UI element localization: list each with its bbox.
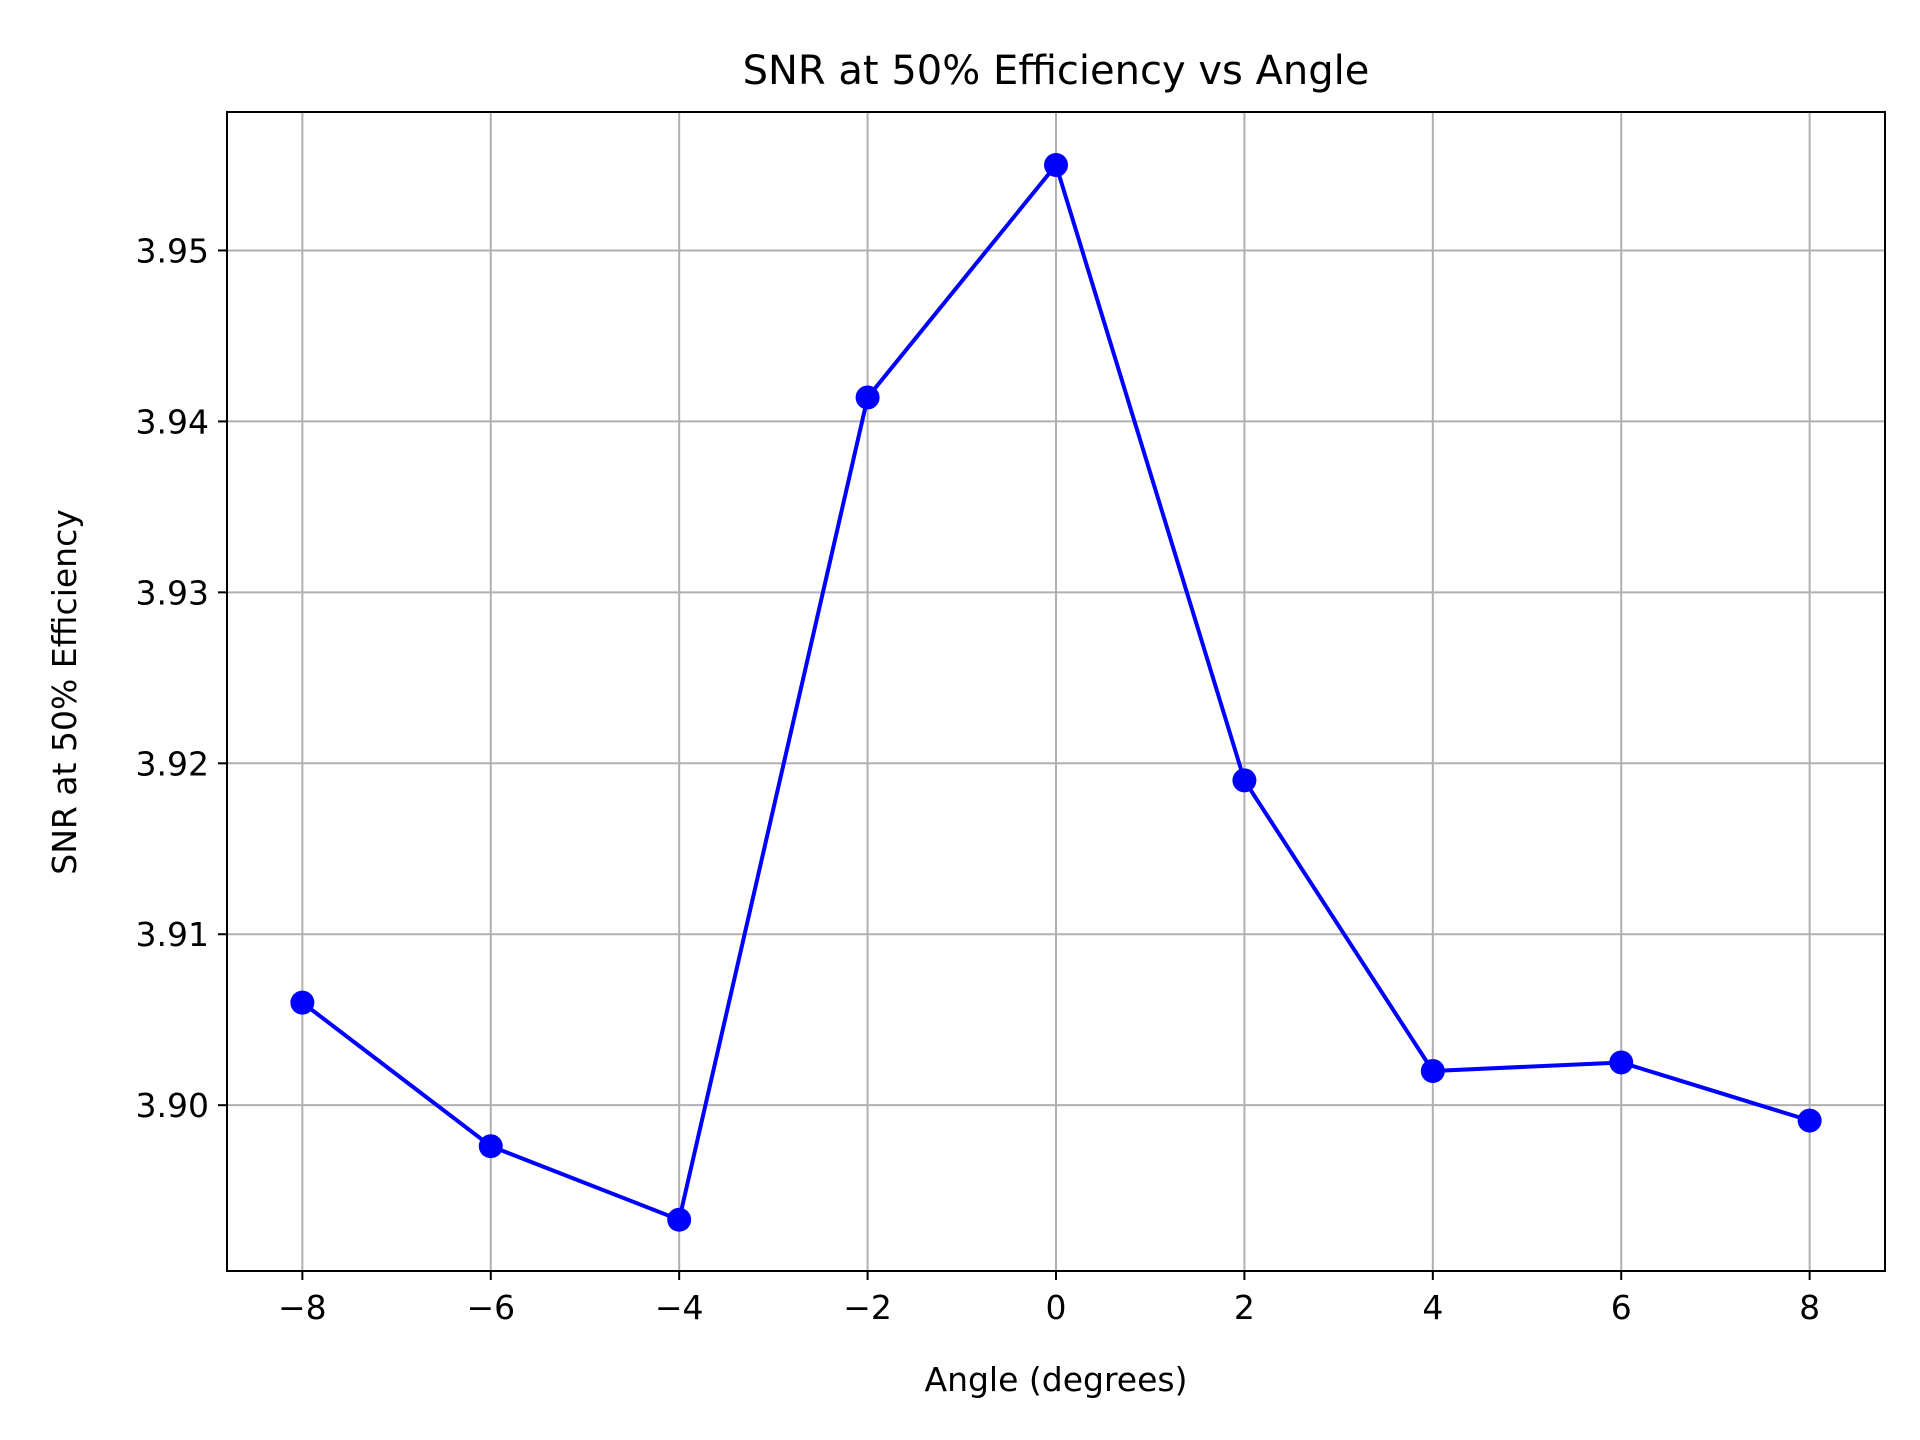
x-tick-label: 6 [1611,1288,1632,1327]
data-point [667,1207,692,1232]
x-tick-label: −2 [843,1288,892,1327]
tick-layer: −8 −6 −4 −2 0 2 4 6 8 3.90 3.91 3.92 3.93 3.94 3.95 [136,231,1821,1327]
data-point [290,990,315,1015]
y-tick-label: 3.93 [136,573,209,612]
y-axis-label: SNR at 50% Efficiency [45,509,84,875]
chart-title: SNR at 50% Efficiency vs Angle [743,48,1370,94]
x-tick-label: 4 [1422,1288,1443,1327]
data-point [1044,152,1068,177]
y-tick-label: 3.92 [136,744,209,783]
y-tick-label: 3.94 [136,402,209,441]
data-point [1232,768,1257,793]
x-tick-label: 0 [1046,1288,1067,1327]
grid-lines [227,112,1885,1271]
data-point [855,385,880,410]
x-axis-label: Angle (degrees) [925,1360,1188,1399]
data-point [1609,1050,1634,1075]
x-tick-label: −4 [655,1288,704,1327]
y-tick-label: 3.95 [136,231,209,270]
x-tick-label: −8 [278,1288,327,1327]
data-point [1797,1108,1822,1133]
x-tick-label: −6 [466,1288,515,1327]
x-tick-label: 2 [1234,1288,1255,1327]
series-layer [290,152,1822,1232]
y-tick-label: 3.90 [136,1086,209,1125]
x-tick-label: 8 [1799,1288,1820,1327]
y-tick-label: 3.91 [136,915,209,954]
data-point [478,1134,503,1159]
data-point [1420,1058,1445,1083]
